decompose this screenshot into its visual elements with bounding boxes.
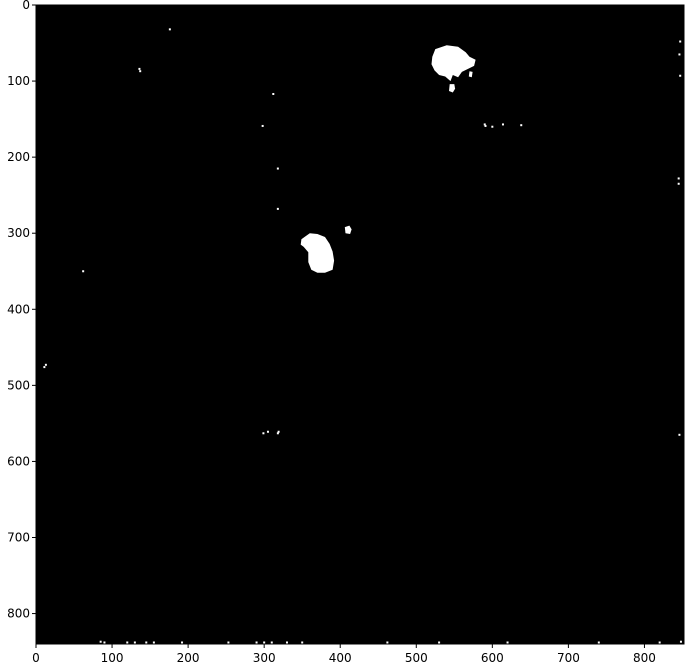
speck (677, 177, 680, 180)
speck (386, 641, 389, 644)
y-tick-label: 0 (22, 0, 30, 12)
speck (679, 640, 682, 643)
speck (483, 123, 486, 126)
speck (272, 93, 275, 96)
blob-top-dot-2 (468, 71, 473, 78)
x-tick-label: 700 (557, 651, 580, 665)
speck (597, 641, 600, 644)
speck (679, 40, 682, 43)
blob-center (300, 233, 335, 273)
y-tick-label: 600 (7, 454, 30, 468)
speck (99, 640, 102, 643)
speck (501, 123, 504, 126)
speck (520, 124, 523, 127)
x-tick-label: 300 (253, 651, 276, 665)
speck (270, 641, 273, 644)
y-tick-label: 200 (7, 150, 30, 164)
speck (677, 182, 680, 185)
y-tick-label: 500 (7, 378, 30, 392)
speck (168, 28, 171, 31)
speck (82, 270, 85, 273)
x-tick-label: 0 (32, 651, 40, 665)
speck (139, 70, 142, 73)
y-tick-label: 300 (7, 226, 30, 240)
speck (255, 641, 258, 644)
speck (181, 641, 184, 644)
y-tick-label: 400 (7, 302, 30, 316)
speck (44, 363, 47, 366)
image-plot-area (36, 5, 684, 644)
large-blob-top (431, 45, 476, 82)
speck (277, 430, 280, 433)
speck (276, 207, 279, 210)
speck (438, 641, 441, 644)
speck (506, 641, 509, 644)
y-tick-label: 700 (7, 531, 30, 545)
speck (276, 167, 279, 170)
speck (133, 641, 136, 644)
speck (679, 74, 682, 77)
x-tick-label: 800 (633, 651, 656, 665)
speck (145, 641, 148, 644)
speck (103, 641, 106, 644)
speck (491, 125, 494, 128)
y-axis: 0 100 200 300 400 500 600 700 800 (7, 0, 36, 621)
blob-center-dot (344, 225, 352, 234)
speck (152, 641, 155, 644)
speck (263, 641, 266, 644)
speck (227, 641, 230, 644)
speck (484, 124, 487, 127)
speck (43, 366, 46, 369)
speck (658, 641, 661, 644)
speck (262, 432, 265, 435)
x-tick-label: 400 (329, 651, 352, 665)
x-tick-label: 500 (405, 651, 428, 665)
x-tick-label: 200 (177, 651, 200, 665)
x-tick-label: 600 (481, 651, 504, 665)
x-axis: 0 100 200 300 400 500 600 700 800 (32, 644, 656, 665)
speck (276, 432, 279, 435)
speck (678, 433, 681, 436)
speck (285, 641, 288, 644)
y-tick-label: 800 (7, 607, 30, 621)
speck (138, 67, 141, 70)
blob-top-dot-1 (449, 84, 456, 93)
speck (301, 641, 304, 644)
speck (261, 124, 264, 127)
plot-frame (35, 4, 685, 645)
x-tick-label: 100 (101, 651, 124, 665)
speck (678, 53, 681, 56)
speck (126, 641, 129, 644)
y-tick-label: 100 (7, 74, 30, 88)
speck (266, 430, 269, 433)
image-background (36, 5, 684, 644)
